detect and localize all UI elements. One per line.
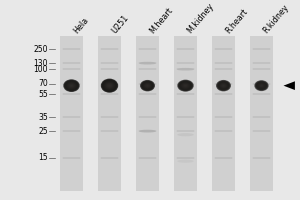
Ellipse shape xyxy=(142,82,152,89)
Ellipse shape xyxy=(147,85,148,86)
Ellipse shape xyxy=(177,68,194,71)
Bar xyxy=(250,36,273,191)
Ellipse shape xyxy=(63,79,80,92)
Ellipse shape xyxy=(181,82,190,89)
Ellipse shape xyxy=(254,80,269,91)
Ellipse shape xyxy=(218,81,229,90)
Ellipse shape xyxy=(69,84,74,88)
Ellipse shape xyxy=(146,85,148,86)
Ellipse shape xyxy=(65,81,78,90)
Ellipse shape xyxy=(219,82,228,89)
Ellipse shape xyxy=(223,85,224,86)
Ellipse shape xyxy=(70,84,73,87)
Ellipse shape xyxy=(142,81,153,90)
Bar xyxy=(60,36,83,191)
Text: 100: 100 xyxy=(34,65,48,74)
Ellipse shape xyxy=(219,82,228,89)
Ellipse shape xyxy=(220,83,226,88)
Ellipse shape xyxy=(260,84,263,87)
Ellipse shape xyxy=(223,85,224,86)
Text: 55: 55 xyxy=(38,90,48,99)
Ellipse shape xyxy=(144,83,151,88)
Text: M.kidney: M.kidney xyxy=(185,1,216,35)
Polygon shape xyxy=(284,81,295,90)
Text: U251: U251 xyxy=(110,13,130,35)
Ellipse shape xyxy=(146,84,149,87)
Ellipse shape xyxy=(182,83,190,89)
Ellipse shape xyxy=(64,80,79,91)
Ellipse shape xyxy=(217,81,230,90)
Ellipse shape xyxy=(216,80,231,91)
Text: R.heart: R.heart xyxy=(224,7,249,35)
Ellipse shape xyxy=(217,80,230,91)
Ellipse shape xyxy=(184,84,187,87)
Ellipse shape xyxy=(109,85,110,86)
Bar xyxy=(98,36,121,191)
Ellipse shape xyxy=(257,83,266,89)
Ellipse shape xyxy=(107,83,112,88)
Ellipse shape xyxy=(67,82,76,89)
Ellipse shape xyxy=(71,85,72,86)
Ellipse shape xyxy=(259,83,264,88)
Ellipse shape xyxy=(143,82,152,89)
Ellipse shape xyxy=(140,80,155,91)
Bar xyxy=(212,36,235,191)
Ellipse shape xyxy=(257,82,266,89)
Text: Hela: Hela xyxy=(71,15,90,35)
Text: 70: 70 xyxy=(38,79,48,88)
Ellipse shape xyxy=(220,83,227,88)
Ellipse shape xyxy=(177,160,194,163)
Ellipse shape xyxy=(106,83,113,88)
Ellipse shape xyxy=(180,82,191,90)
Ellipse shape xyxy=(221,84,226,87)
Bar xyxy=(174,36,197,191)
Ellipse shape xyxy=(108,85,111,87)
Ellipse shape xyxy=(222,84,225,87)
Ellipse shape xyxy=(66,81,77,90)
Ellipse shape xyxy=(258,83,265,88)
Ellipse shape xyxy=(145,83,151,88)
Text: 250: 250 xyxy=(34,45,48,54)
Ellipse shape xyxy=(179,81,192,90)
Ellipse shape xyxy=(139,62,156,65)
Ellipse shape xyxy=(256,81,268,90)
Ellipse shape xyxy=(185,85,186,86)
Ellipse shape xyxy=(256,82,267,90)
Ellipse shape xyxy=(178,80,193,91)
Ellipse shape xyxy=(68,83,76,89)
Text: 25: 25 xyxy=(38,127,48,136)
Ellipse shape xyxy=(101,79,118,93)
Ellipse shape xyxy=(141,80,154,91)
Ellipse shape xyxy=(184,85,187,86)
Text: M.heart: M.heart xyxy=(148,6,174,35)
Text: 35: 35 xyxy=(38,113,48,122)
Ellipse shape xyxy=(177,80,194,92)
Ellipse shape xyxy=(255,81,268,91)
Text: 15: 15 xyxy=(38,153,48,162)
Ellipse shape xyxy=(145,84,150,87)
Ellipse shape xyxy=(102,79,117,92)
Bar xyxy=(136,36,159,191)
Ellipse shape xyxy=(183,84,188,88)
Ellipse shape xyxy=(259,84,264,87)
Ellipse shape xyxy=(139,130,156,133)
Ellipse shape xyxy=(104,81,115,90)
Ellipse shape xyxy=(261,85,262,86)
Ellipse shape xyxy=(260,85,262,86)
Ellipse shape xyxy=(108,84,111,87)
Ellipse shape xyxy=(103,80,116,91)
Ellipse shape xyxy=(68,83,75,88)
Text: 130: 130 xyxy=(34,59,48,68)
Ellipse shape xyxy=(70,85,73,87)
Ellipse shape xyxy=(102,80,117,91)
Text: R.kidney: R.kidney xyxy=(262,3,291,35)
Ellipse shape xyxy=(141,81,154,90)
Ellipse shape xyxy=(65,80,78,91)
Ellipse shape xyxy=(105,82,114,90)
Ellipse shape xyxy=(177,133,194,136)
Ellipse shape xyxy=(105,82,114,89)
Ellipse shape xyxy=(182,83,189,88)
Ellipse shape xyxy=(179,81,192,91)
